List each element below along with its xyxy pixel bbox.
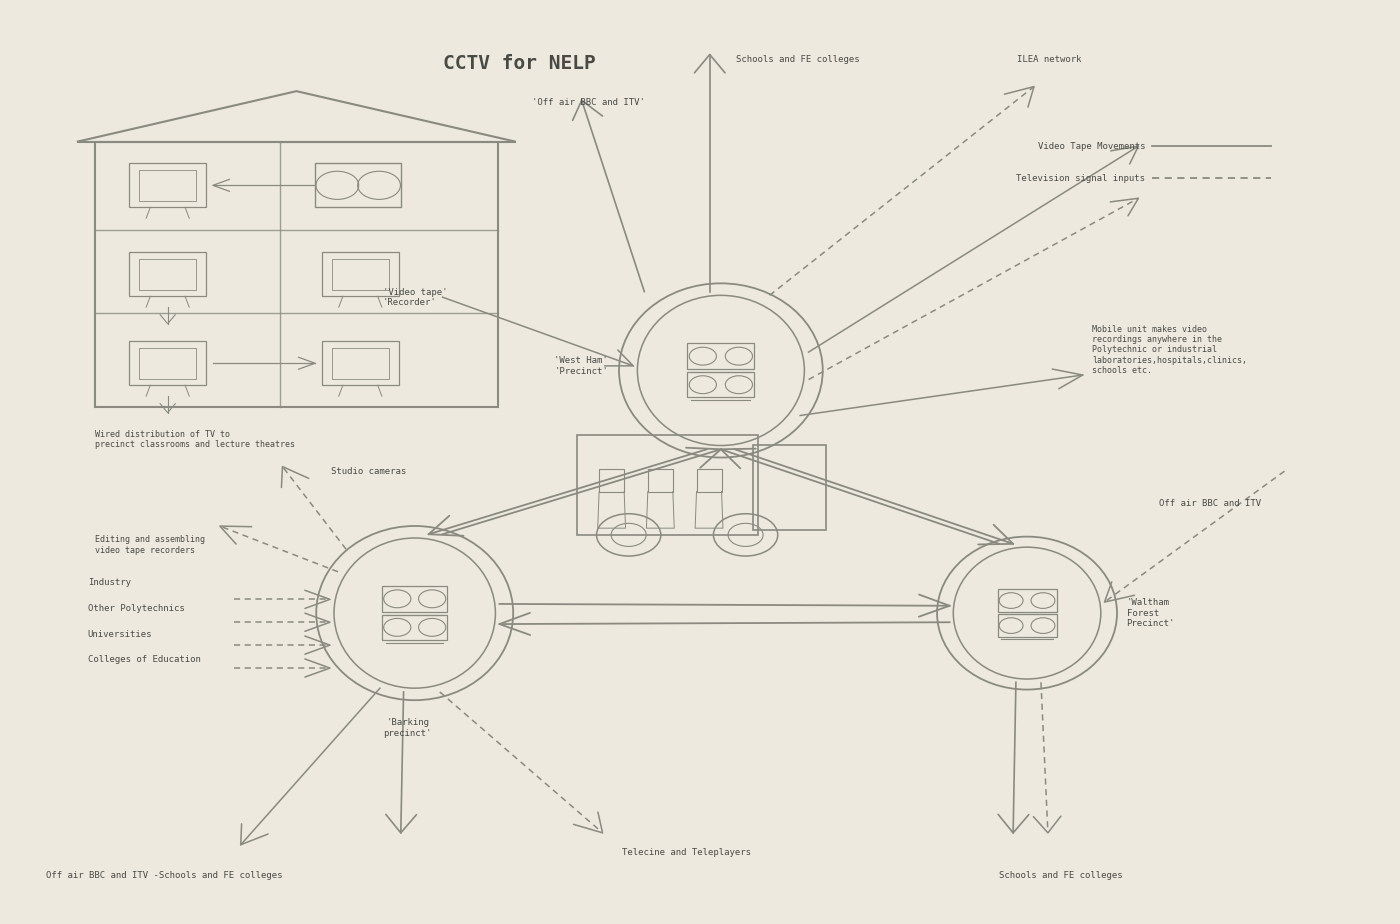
Text: Off air BBC and ITV: Off air BBC and ITV <box>1159 499 1261 507</box>
Text: Colleges of Education: Colleges of Education <box>88 655 200 664</box>
Text: Mobile unit makes video
recordings anywhere in the
Polytechnic or industrial
lab: Mobile unit makes video recordings anywh… <box>1092 324 1247 375</box>
Text: Studio cameras: Studio cameras <box>332 467 406 476</box>
Text: Schools and FE colleges: Schools and FE colleges <box>1000 871 1123 881</box>
Text: Television signal inputs: Television signal inputs <box>1016 174 1145 183</box>
Text: Off air BBC and ITV -Schools and FE colleges: Off air BBC and ITV -Schools and FE coll… <box>46 871 283 881</box>
Text: CCTV for NELP: CCTV for NELP <box>442 55 595 73</box>
Text: Wired distribution of TV to
precinct classrooms and lecture theatres: Wired distribution of TV to precinct cla… <box>95 430 294 449</box>
Text: Telecine and Teleplayers: Telecine and Teleplayers <box>622 848 750 857</box>
Bar <box>95 141 498 407</box>
Text: 'Video tape'
'Recorder': 'Video tape' 'Recorder' <box>382 288 447 308</box>
Text: 'Off air BBC and ITV': 'Off air BBC and ITV' <box>532 98 645 106</box>
Text: 'Waltham
Forest
Precinct': 'Waltham Forest Precinct' <box>1127 598 1175 628</box>
Text: Universities: Universities <box>88 629 153 638</box>
Text: Industry: Industry <box>88 578 130 588</box>
Text: 'West Ham'
'Precinct': 'West Ham' 'Precinct' <box>554 356 608 375</box>
Text: Video Tape Movements: Video Tape Movements <box>1037 141 1145 151</box>
Text: Other Polytechnics: Other Polytechnics <box>88 604 185 613</box>
Text: Schools and FE colleges: Schools and FE colleges <box>735 55 860 64</box>
Text: Editing and assembling
video tape recorders: Editing and assembling video tape record… <box>95 535 204 554</box>
Text: ILEA network: ILEA network <box>1018 55 1082 64</box>
Text: 'Barking
precinct': 'Barking precinct' <box>384 718 433 737</box>
